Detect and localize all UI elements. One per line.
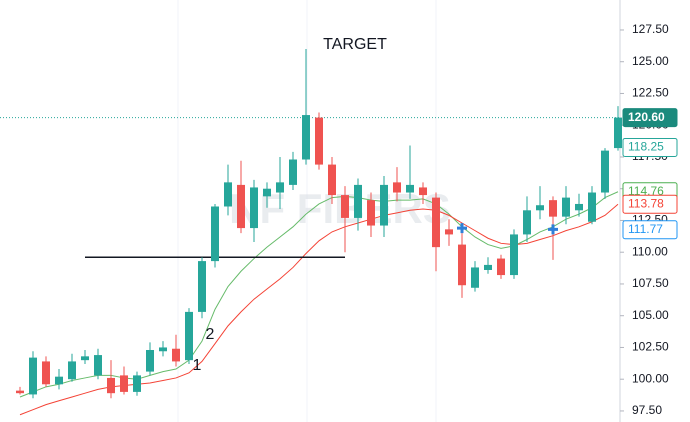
candle-body <box>237 184 245 229</box>
candle-body <box>29 357 37 395</box>
candle-body <box>289 159 297 185</box>
candle-body <box>250 187 258 229</box>
annotation: 1 <box>193 357 202 374</box>
candle-body <box>133 375 141 392</box>
candle-body <box>81 356 89 361</box>
candle-body <box>198 261 206 312</box>
candle-body <box>211 206 219 262</box>
y-tick-label: 100.00 <box>632 371 669 385</box>
candle-body <box>94 355 102 376</box>
candle-body <box>146 349 154 372</box>
candle-body <box>341 195 349 218</box>
y-tick-label: 125.00 <box>632 54 669 68</box>
candle-body <box>406 184 414 193</box>
price-label-box <box>622 137 678 157</box>
price-label: 111.77 <box>628 222 663 236</box>
candle-body <box>172 348 180 362</box>
candle-body <box>159 347 167 352</box>
candle-body <box>367 200 375 226</box>
y-tick-label: 122.50 <box>632 86 669 100</box>
candle-body <box>315 117 323 165</box>
candle-body <box>55 376 63 385</box>
annotation: 2 <box>206 326 215 343</box>
candle-body <box>484 264 492 270</box>
annotation: TARGET <box>323 36 387 53</box>
price-label-box <box>622 220 678 240</box>
candle-body <box>588 192 596 222</box>
y-tick-label: 97.50 <box>632 403 662 417</box>
candle-body <box>458 244 466 286</box>
cross-marker <box>548 224 558 235</box>
candle-body <box>497 258 505 276</box>
candle-body <box>120 375 128 392</box>
candle-body <box>549 200 557 217</box>
y-tick-label: 102.50 <box>632 340 669 354</box>
candle-body <box>16 390 24 394</box>
candle-body <box>380 184 388 226</box>
y-tick-label: 110.00 <box>632 244 668 258</box>
candle-body <box>614 117 622 149</box>
y-tick-label: 105.00 <box>632 308 669 322</box>
price-label: 120.60 <box>628 110 665 124</box>
candle-body <box>393 182 401 193</box>
price-label: 114.76 <box>628 184 664 198</box>
moving-average-line <box>19 203 619 416</box>
candle-body <box>302 115 310 160</box>
candle-body <box>224 182 232 207</box>
candle-body <box>575 203 583 211</box>
candle-body <box>471 267 479 288</box>
price-label: 118.25 <box>628 140 664 154</box>
candle-body <box>523 210 531 235</box>
price-label-box <box>622 108 678 128</box>
candle-body <box>432 197 440 248</box>
candle-body <box>107 377 115 394</box>
y-tick-label: 127.50 <box>632 22 669 36</box>
candle-body <box>562 197 570 217</box>
candle-body <box>354 184 362 218</box>
candle-body <box>68 361 76 380</box>
y-tick-label: 107.50 <box>632 276 669 290</box>
candle-body <box>445 229 453 235</box>
candle-body <box>419 187 427 196</box>
candle-body <box>328 164 336 196</box>
price-label-box <box>622 194 678 214</box>
candle-body <box>601 150 609 193</box>
candle-body <box>536 205 544 211</box>
price-label: 113.78 <box>628 196 664 210</box>
candle-body <box>510 234 518 276</box>
candle-body <box>185 311 193 361</box>
candle-body <box>276 182 284 193</box>
candle-body <box>42 361 50 385</box>
cross-marker <box>457 223 467 234</box>
candle-body <box>263 188 271 197</box>
watermark: NF FIBERS <box>229 185 451 232</box>
